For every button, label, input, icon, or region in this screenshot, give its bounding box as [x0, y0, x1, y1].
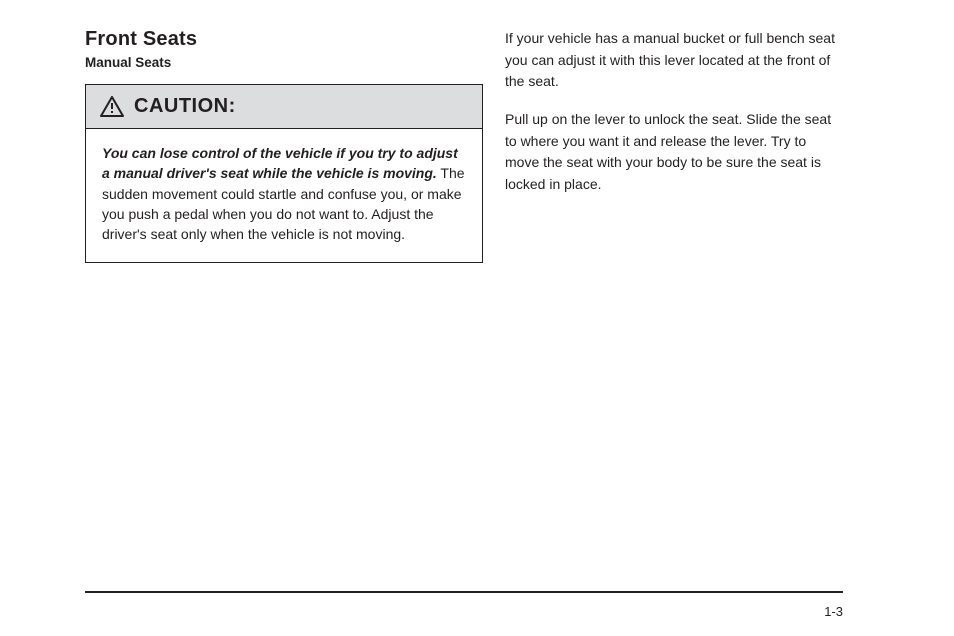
caution-label: CAUTION: [134, 95, 236, 118]
section-title: Front Seats [85, 28, 483, 51]
caution-body: You can lose control of the vehicle if y… [86, 129, 482, 262]
right-column: If your vehicle has a manual bucket or f… [505, 28, 843, 212]
warning-triangle-icon [100, 96, 124, 118]
page-number: 1-3 [824, 604, 843, 619]
caution-box: CAUTION: You can lose control of the veh… [85, 84, 483, 263]
section-subtitle: Manual Seats [85, 55, 483, 70]
caution-header: CAUTION: [86, 85, 482, 129]
paragraph-1: If your vehicle has a manual bucket or f… [505, 28, 843, 93]
caution-lead-text: You can lose control of the vehicle if y… [102, 145, 458, 181]
left-column: Front Seats Manual Seats CAUTION: You ca… [85, 28, 483, 263]
paragraph-2: Pull up on the lever to unlock the seat.… [505, 109, 843, 196]
manual-page: Front Seats Manual Seats CAUTION: You ca… [0, 0, 954, 636]
footer-rule [85, 591, 843, 593]
